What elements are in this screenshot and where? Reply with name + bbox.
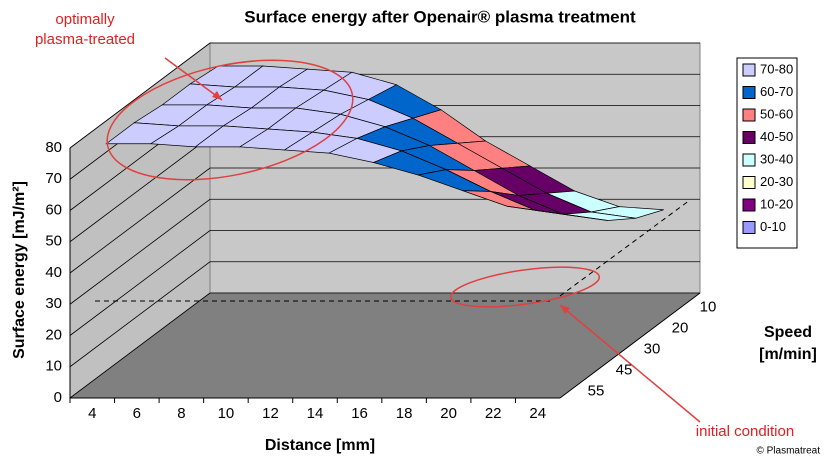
grid-line [69,292,700,399]
legend-swatch [742,63,756,77]
x-tick-label: 24 [529,405,546,422]
depth-tick-label: 30 [644,340,661,357]
depth-tick-label: 45 [616,361,633,378]
legend-label: 60-70 [760,84,793,99]
legend-swatch [742,131,756,144]
depth-axis-label: Speed [764,324,812,341]
legend-label: 40-50 [760,129,793,144]
legend-label: 30-40 [760,151,793,166]
arrow-head [212,91,222,100]
x-tick-label: 22 [485,405,502,422]
legend-swatch [742,86,756,99]
legend-swatch [742,221,756,234]
y-tick-label: 80 [45,139,62,156]
legend-swatch [742,176,756,189]
arrow-head [560,305,570,314]
annotation: plasma-treated [35,31,135,48]
highlight-ellipse [106,59,354,181]
highlight-ellipse [449,266,601,308]
x-tick-label: 10 [218,405,235,422]
y-tick-label: 50 [45,233,62,250]
copyright: © Plasmatreat [756,446,820,457]
legend-swatch [742,198,756,212]
annotation: initial condition [696,423,794,440]
y-tick-label: 10 [45,358,62,375]
x-axis-label: Distance [mm] [265,437,375,454]
y-tick-label: 20 [45,326,62,343]
annotation: optimally [55,11,115,28]
x-tick-label: 18 [396,405,413,422]
grid-line [69,261,700,368]
y-tick-label: 30 [45,295,62,312]
y-tick-label: 40 [45,264,62,281]
x-tick-label: 8 [177,405,185,422]
legend-label: 20-30 [760,174,793,189]
depth-tick-label: 55 [588,382,605,399]
floor [70,293,700,398]
legend-swatch [742,108,756,122]
y-tick-label: 0 [54,389,62,406]
legend-label: 10-20 [760,196,793,211]
legend-label: 70-80 [760,61,793,76]
x-tick-label: 12 [262,405,279,422]
y-tick-label: 60 [45,201,62,218]
depth-axis-label: [m/min] [759,346,817,363]
x-tick-label: 6 [133,405,141,422]
x-tick-label: 20 [440,405,457,422]
y-axis-label: Surface energy [mJ/m²] [11,181,28,359]
grid-line [69,167,700,274]
legend-label: 0-10 [760,219,786,234]
x-tick-label: 16 [351,405,368,422]
x-tick-label: 14 [307,405,324,422]
arrow [559,304,701,423]
depth-tick-label: 10 [700,298,717,315]
y-tick-label: 70 [45,170,62,187]
legend-swatch [742,153,756,167]
chart-title: Surface energy after Openair® plasma tre… [244,7,636,26]
surface-cell [507,205,580,217]
legend-label: 50-60 [760,106,793,121]
x-tick-label: 4 [88,405,96,422]
arrow [164,57,223,101]
depth-tick-label: 20 [672,319,689,336]
depth-axis [559,292,701,399]
grid-line [69,42,700,149]
